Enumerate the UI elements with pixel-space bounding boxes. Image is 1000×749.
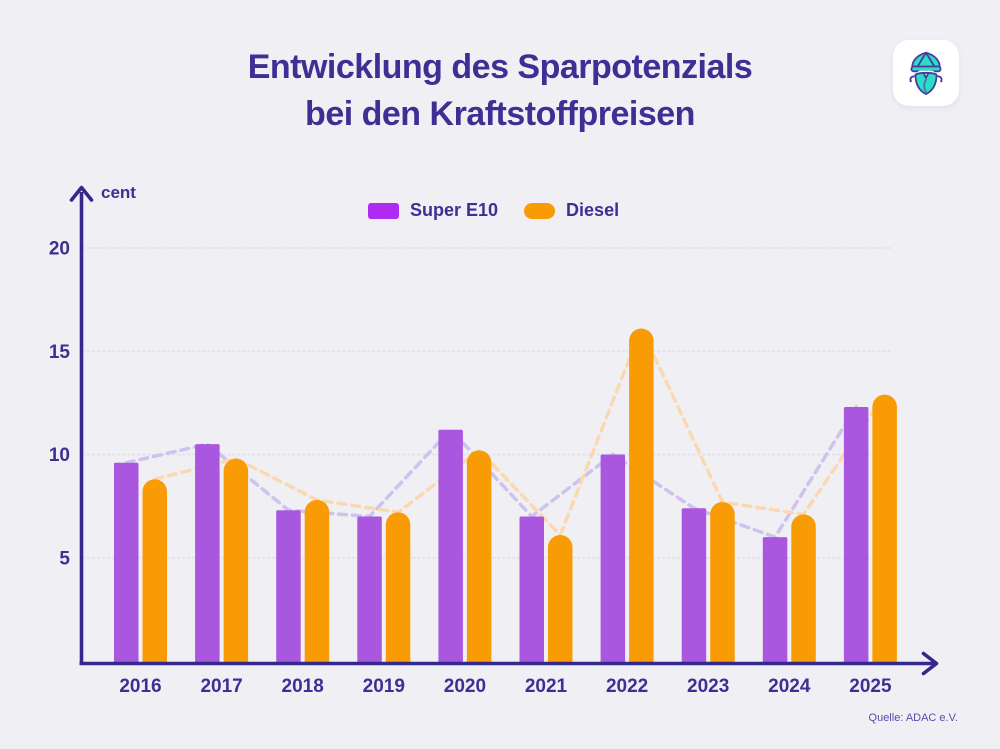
bar-2019-Super E10 xyxy=(357,516,382,663)
bar-2021-Diesel xyxy=(548,535,573,663)
x-label-2020: 2020 xyxy=(444,676,486,697)
bar-2017-Diesel xyxy=(223,458,249,663)
y-tick-15: 15 xyxy=(49,342,71,363)
page-title: Entwicklung des Sparpotenzials bei den K… xyxy=(0,44,1000,138)
axes xyxy=(69,185,939,676)
bar-2020-Diesel xyxy=(466,450,492,663)
finanzguru-logo xyxy=(893,40,959,106)
bar-2024-Super E10 xyxy=(762,537,788,663)
trend-line-diesel xyxy=(153,324,887,539)
bars-super-e10 xyxy=(114,407,869,663)
bar-2024-Diesel xyxy=(791,514,816,663)
bar-2022-Super E10 xyxy=(600,454,626,663)
legend-item-diesel: Diesel xyxy=(524,200,619,221)
x-label-2017: 2017 xyxy=(200,676,242,697)
bars-diesel xyxy=(142,328,897,663)
bar-2025-Super E10 xyxy=(843,407,869,663)
bar-2018-Super E10 xyxy=(276,510,301,663)
y-axis-unit-label: cent xyxy=(101,183,136,202)
y-tick-20: 20 xyxy=(49,239,70,260)
guru-mascot-icon xyxy=(909,51,943,96)
bar-2020-Super E10 xyxy=(438,429,463,663)
title-line-1: Entwicklung des Sparpotenzials xyxy=(247,48,753,86)
bar-2019-Diesel xyxy=(385,512,411,663)
x-label-2016: 2016 xyxy=(119,676,161,697)
legend-item-super-e10: Super E10 xyxy=(368,200,498,221)
bar-2016-Super E10 xyxy=(114,462,139,663)
x-label-2025: 2025 xyxy=(849,676,892,697)
bar-2022-Diesel xyxy=(629,328,654,663)
legend-label-super-e10: Super E10 xyxy=(410,200,499,220)
diesel-swatch-icon xyxy=(524,202,556,219)
bar-2017-Super E10 xyxy=(195,444,220,663)
y-axis-tick-labels: 5 10 15 20 xyxy=(49,239,71,570)
bar-2018-Diesel xyxy=(304,499,330,663)
x-label-2019: 2019 xyxy=(363,676,405,697)
x-label-2023: 2023 xyxy=(687,676,729,697)
x-axis-arrow-icon xyxy=(921,651,939,676)
title-line-2: bei den Kraftstoffpreisen xyxy=(305,95,695,133)
x-label-2022: 2022 xyxy=(606,676,648,697)
x-label-2024: 2024 xyxy=(768,676,811,697)
source-attribution: Quelle: ADAC e.V. xyxy=(868,712,958,724)
x-label-2018: 2018 xyxy=(282,676,324,697)
x-axis-category-labels: 2016 2017 2018 2019 2020 2021 2022 2023 2024 2025 xyxy=(119,676,892,697)
bar-2023-Super E10 xyxy=(681,508,707,663)
bar-2016-Diesel xyxy=(142,479,167,663)
y-tick-10: 10 xyxy=(49,445,70,466)
bar-2023-Diesel xyxy=(710,501,735,663)
y-axis-arrow-icon xyxy=(69,185,94,202)
y-tick-5: 5 xyxy=(59,548,70,569)
chart-legend: Super E10 Diesel xyxy=(368,200,619,221)
bar-2025-Diesel xyxy=(872,394,897,663)
bar-2021-Super E10 xyxy=(519,516,544,663)
super-e10-swatch-icon xyxy=(368,202,399,219)
x-label-2021: 2021 xyxy=(525,676,568,697)
legend-label-diesel: Diesel xyxy=(566,200,620,220)
